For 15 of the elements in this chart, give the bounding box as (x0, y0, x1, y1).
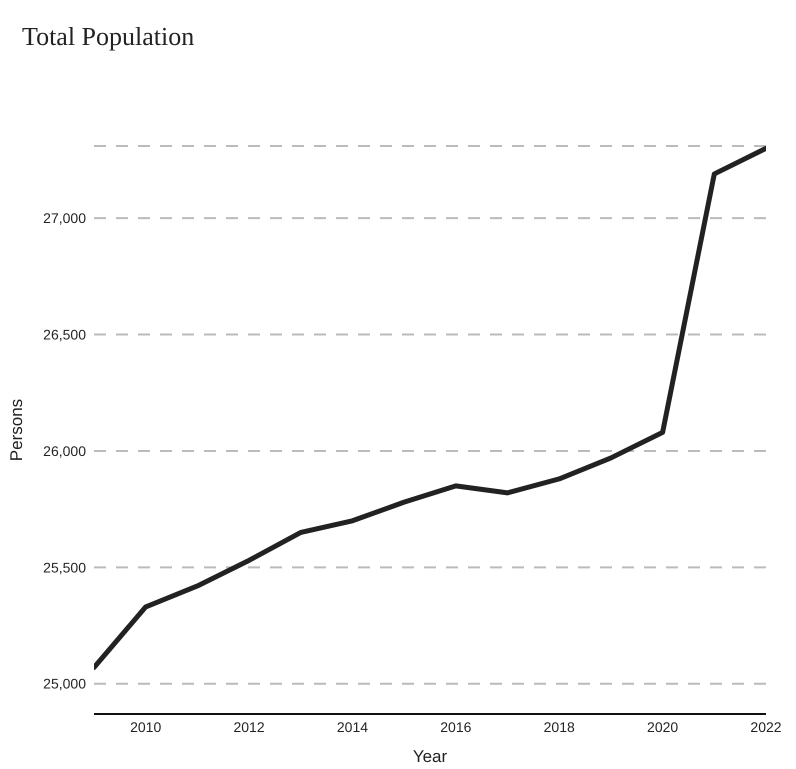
y-tick-label: 26,500 (43, 326, 86, 343)
x-tick-label: 2020 (647, 718, 678, 735)
x-axis-title: Year (412, 747, 448, 766)
x-tick-label: 2012 (234, 718, 265, 735)
x-tick-label: 2018 (544, 718, 576, 735)
y-axis-title: Persons (7, 398, 26, 462)
chart-title: Total Population (21, 21, 196, 53)
y-tick-label: 25,000 (43, 676, 86, 692)
y-tick-label: 27,000 (43, 210, 86, 226)
x-tick-label: 2022 (750, 718, 782, 735)
x-tick-label: 2014 (336, 718, 368, 735)
y-tick-label: 26,000 (43, 442, 86, 459)
x-tick-label: 2010 (130, 718, 162, 735)
x-tick-label: 2016 (440, 718, 472, 735)
y-tick-label: 25,500 (43, 559, 86, 576)
